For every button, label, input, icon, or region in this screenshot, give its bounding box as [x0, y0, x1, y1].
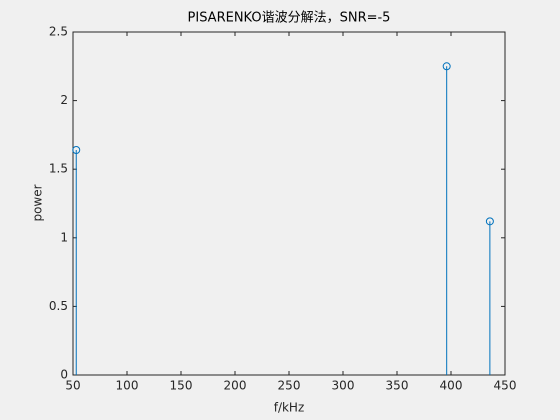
x-tick-label: 250 — [278, 379, 301, 393]
x-tick-label: 200 — [224, 379, 247, 393]
x-tick-label: 150 — [170, 379, 193, 393]
x-tick-label: 50 — [65, 379, 80, 393]
y-tick-label: 1 — [60, 230, 68, 244]
x-tick-label: 400 — [440, 379, 463, 393]
y-tick-label: 0 — [60, 368, 68, 382]
stem-marker — [485, 217, 494, 226]
chart-title: PISARENKO谐波分解法，SNR=-5 — [188, 11, 391, 26]
y-tick-label: 2 — [60, 93, 68, 107]
x-tick-label: 350 — [386, 379, 409, 393]
x-tick-label: 100 — [116, 379, 139, 393]
y-tick-label: 1.5 — [49, 162, 68, 176]
stem-marker — [442, 62, 451, 71]
y-tick-label: 0.5 — [49, 299, 68, 313]
stem-marker — [72, 145, 81, 154]
y-axis-label: power — [31, 184, 45, 221]
x-tick-label: 450 — [494, 379, 517, 393]
x-tick-label: 300 — [332, 379, 355, 393]
x-axis-label: f/kHz — [274, 401, 305, 415]
y-tick-label: 2.5 — [49, 25, 68, 39]
